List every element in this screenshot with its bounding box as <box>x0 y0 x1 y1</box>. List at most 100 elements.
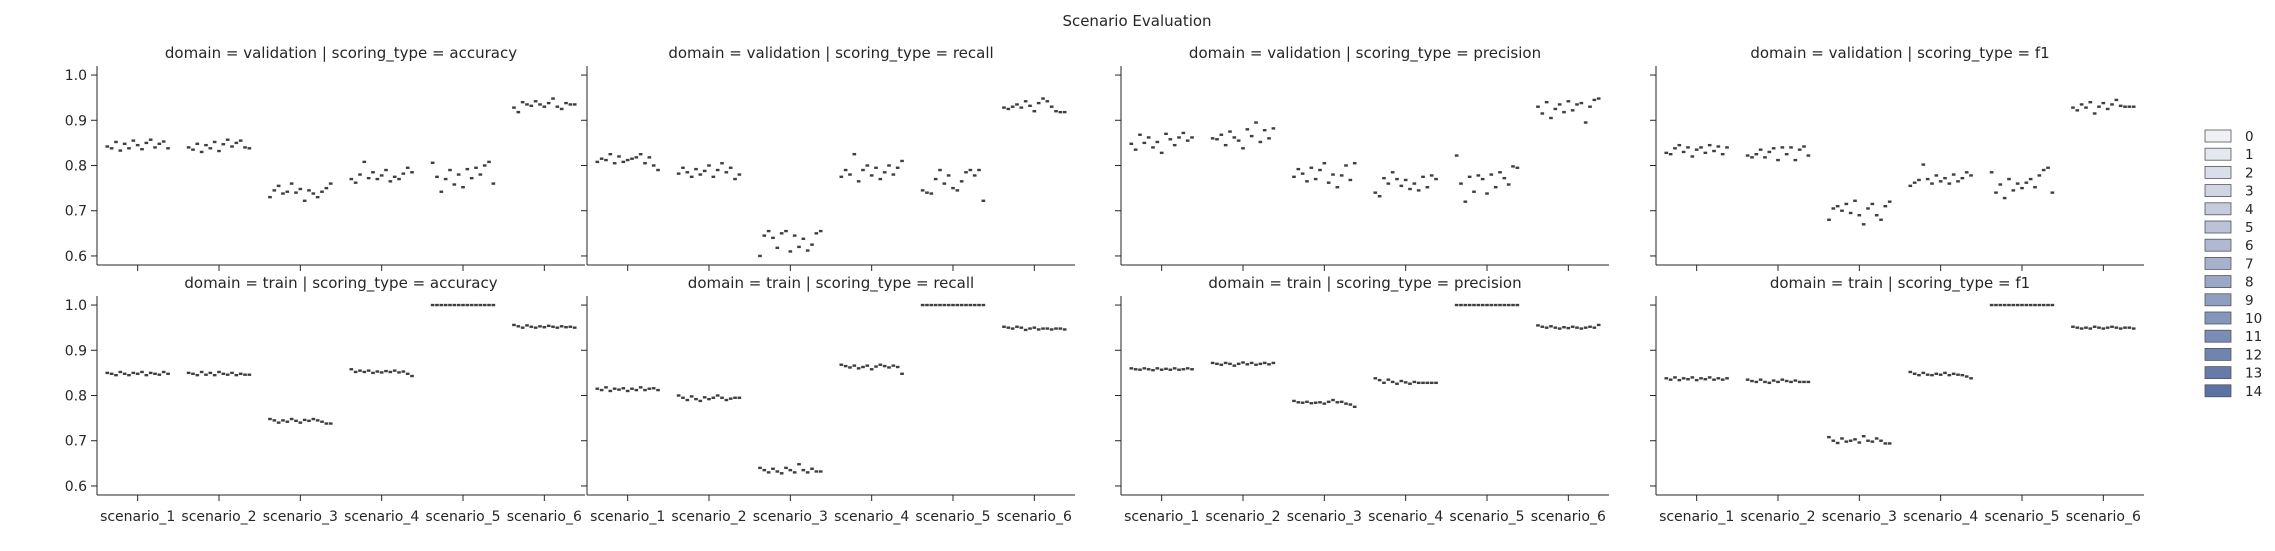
legend-swatch <box>2204 129 2232 143</box>
y-tick-label: 0.7 <box>65 434 87 450</box>
y-tick-label: 0.8 <box>65 389 87 405</box>
x-tick-label: scenario_5 <box>1449 509 1524 525</box>
facet-title: domain = validation | scoring_type = pre… <box>1189 44 1541 63</box>
facet-eq: = <box>1245 44 1267 62</box>
facet-col-value: accuracy <box>449 44 517 62</box>
legend-swatch <box>2204 329 2232 343</box>
facet-title: domain = train | scoring_type = recall <box>688 274 974 293</box>
facet-col-value: f1 <box>2035 44 2050 62</box>
facet-panel-train-precision: domain = train | scoring_type = precisio… <box>1115 274 1609 525</box>
facet-row-value: validation <box>243 44 317 62</box>
y-tick-label: 0.6 <box>65 479 87 495</box>
legend-swatch <box>2204 165 2232 179</box>
x-tick-label: scenario_5 <box>915 509 990 525</box>
facet-title: domain = train | scoring_type = accuracy <box>184 274 497 293</box>
facet-sep: | <box>1322 274 1337 292</box>
legend-label: 5 <box>2245 220 2254 236</box>
legend-label: 6 <box>2245 238 2254 254</box>
legend-label: 12 <box>2245 347 2262 363</box>
x-tick-label: scenario_4 <box>1368 509 1443 525</box>
facet-col-value: recall <box>953 44 994 62</box>
facet-panel-train-f1: domain = train | scoring_type = f1 scenar… <box>1650 274 2144 525</box>
legend-label: 9 <box>2245 293 2254 309</box>
x-tick-label: scenario_4 <box>834 509 909 525</box>
legend-swatch <box>2204 275 2232 289</box>
facet-sep: | <box>298 274 313 292</box>
facet-row-value: train <box>1848 274 1883 292</box>
facet-col-prefix: scoring_type <box>1336 274 1432 293</box>
facet-row-value: validation <box>1829 44 1903 62</box>
facet-eq: = <box>1265 274 1287 292</box>
facet-col-prefix: scoring_type <box>332 44 428 63</box>
facet-row-prefix: domain <box>688 274 744 292</box>
facet-row-prefix: domain <box>668 44 724 62</box>
x-tick-label: scenario_1 <box>1124 509 1199 525</box>
x-tick-label: scenario_2 <box>1205 509 1280 525</box>
y-tick-label: 1.0 <box>65 68 87 84</box>
facet-sep: | <box>317 44 332 62</box>
facet-col-value: accuracy <box>430 274 498 292</box>
facet-eq: = <box>931 44 953 62</box>
facet-col-value: f1 <box>2015 274 2030 292</box>
facet-sep: | <box>1341 44 1356 62</box>
legend-label: 0 <box>2245 129 2254 145</box>
facet-title: domain = validation | scoring_type = f1 <box>1750 44 2049 63</box>
legend-label: 11 <box>2245 329 2262 345</box>
facet-eq: = <box>911 274 933 292</box>
facet-eq: = <box>408 274 430 292</box>
chart-title: Scenario Evaluation <box>1062 12 1211 30</box>
facet-title: domain = train | scoring_type = precisio… <box>1208 274 1521 293</box>
x-tick-label: scenario_2 <box>181 509 256 525</box>
facet-eq: = <box>1807 44 1829 62</box>
facet-sep: | <box>801 274 816 292</box>
legend-label: 4 <box>2245 202 2254 218</box>
facet-eq: = <box>2013 44 2035 62</box>
facet-eq: = <box>1826 274 1848 292</box>
legend-swatch <box>2204 220 2232 234</box>
x-tick-label: scenario_5 <box>425 509 500 525</box>
legend-label: 13 <box>2245 366 2262 382</box>
x-tick-label: scenario_3 <box>263 509 338 525</box>
y-tick-label: 1.0 <box>65 298 87 314</box>
legend-swatch <box>2204 184 2232 198</box>
x-tick-label: scenario_1 <box>1659 509 1734 525</box>
x-tick-label: scenario_3 <box>1287 509 1362 525</box>
legend-swatch <box>2204 347 2232 361</box>
facet-row-prefix: domain <box>1189 44 1245 62</box>
legend-label: 2 <box>2245 165 2254 181</box>
facet-eq: = <box>725 44 747 62</box>
facet-eq: = <box>427 44 449 62</box>
facet-eq: = <box>744 274 766 292</box>
facet-col-prefix: scoring_type <box>816 274 912 293</box>
legend-label: 3 <box>2245 184 2254 200</box>
legend-swatch <box>2204 311 2232 325</box>
y-tick-label: 0.7 <box>65 204 87 220</box>
x-tick-label: scenario_6 <box>2066 509 2141 525</box>
facet-sep: | <box>1903 44 1918 62</box>
x-tick-label: scenario_3 <box>1822 509 1897 525</box>
legend-swatch <box>2204 384 2232 398</box>
legend-label: 14 <box>2245 384 2262 400</box>
facet-panel-validation-recall: domain = validation | scoring_type = rec… <box>581 44 1075 271</box>
facet-row-prefix: domain <box>1208 274 1264 292</box>
facet-eq: = <box>221 44 243 62</box>
legend-swatch <box>2204 256 2232 270</box>
facet-col-prefix: scoring_type <box>1917 44 2013 63</box>
facet-row-prefix: domain <box>1770 274 1826 292</box>
x-tick-label: scenario_6 <box>507 509 582 525</box>
x-tick-label: scenario_1 <box>100 509 175 525</box>
x-tick-label: scenario_1 <box>590 509 665 525</box>
facet-eq: = <box>1451 44 1473 62</box>
facet-panel-validation-accuracy: domain = validation | scoring_type = acc… <box>65 44 585 271</box>
facet-title: domain = train | scoring_type = f1 <box>1770 274 2030 293</box>
y-tick-label: 0.9 <box>65 113 87 129</box>
legend-swatch <box>2204 238 2232 252</box>
x-tick-label: scenario_2 <box>671 509 746 525</box>
facet-panel-train-accuracy: domain = train | scoring_type = accuracy… <box>65 274 585 525</box>
legend-swatch <box>2204 366 2232 380</box>
x-tick-label: scenario_2 <box>1740 509 1815 525</box>
x-tick-label: scenario_3 <box>753 509 828 525</box>
